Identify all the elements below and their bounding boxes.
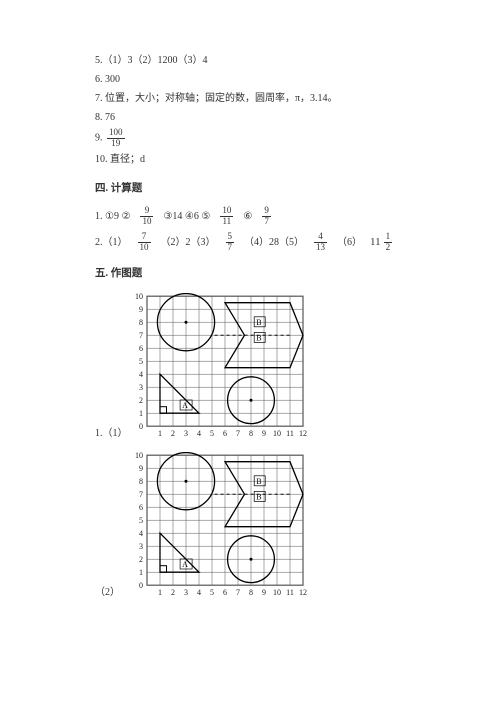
mixed-whole: 11 xyxy=(370,233,381,252)
svg-text:1: 1 xyxy=(158,588,162,597)
q2-p2: （2）2（3） xyxy=(161,234,216,251)
figure-2: 123456789101112012345678910ABB xyxy=(131,452,311,601)
svg-text:0: 0 xyxy=(139,422,143,431)
answer-8: 8. 76 xyxy=(95,109,405,126)
q1-frac6: 9 7 xyxy=(262,206,271,227)
svg-text:A: A xyxy=(182,560,188,569)
q2-mixed: 11 1 2 xyxy=(370,232,394,253)
fraction-den: 13 xyxy=(314,243,327,253)
answer-9: 9. 100 19 xyxy=(95,128,405,149)
calc-q2: 2.（1） 7 10 （2）2（3） 5 7 （4）28（5） 4 13 （6）… xyxy=(95,232,405,253)
fraction-num: 9 xyxy=(262,206,271,217)
svg-text:B: B xyxy=(256,333,261,342)
q1-part3: ⑥ xyxy=(243,208,252,225)
svg-text:4: 4 xyxy=(139,529,143,538)
figure-1-label: 1.（1） xyxy=(95,425,131,442)
calc-q1: 1. ①9 ② 9 10 ③14 ④6 ⑤ 10 11 ⑥ 9 7 xyxy=(95,206,405,227)
svg-text:11: 11 xyxy=(286,588,294,597)
svg-text:12: 12 xyxy=(299,429,307,438)
svg-text:9: 9 xyxy=(139,305,143,314)
q2-frac5: 4 13 xyxy=(314,232,327,253)
svg-text:2: 2 xyxy=(139,555,143,564)
fraction-den: 10 xyxy=(140,217,153,227)
svg-text:11: 11 xyxy=(286,429,294,438)
svg-text:2: 2 xyxy=(171,429,175,438)
svg-text:4: 4 xyxy=(139,370,143,379)
svg-text:8: 8 xyxy=(249,429,253,438)
q2-frac1: 7 10 xyxy=(138,232,151,253)
answer-10: 10. 直径；d xyxy=(95,151,405,168)
fraction-den: 2 xyxy=(384,243,393,253)
svg-text:1: 1 xyxy=(158,429,162,438)
svg-text:10: 10 xyxy=(273,429,281,438)
svg-text:8: 8 xyxy=(139,318,143,327)
svg-text:10: 10 xyxy=(135,293,143,301)
q2-frac3: 5 7 xyxy=(226,232,235,253)
fraction-den: 7 xyxy=(226,243,235,253)
section-5-title: 五. 作图题 xyxy=(95,265,405,283)
svg-text:9: 9 xyxy=(262,429,266,438)
svg-text:3: 3 xyxy=(139,383,143,392)
figure-2-label: （2） xyxy=(95,584,131,601)
svg-text:7: 7 xyxy=(139,331,143,340)
answer-5: 5.（1）3（2）1200（3）4 xyxy=(95,52,405,69)
svg-text:A: A xyxy=(182,401,188,410)
svg-text:4: 4 xyxy=(197,588,201,597)
figure-1: 123456789101112012345678910ABB xyxy=(131,293,311,442)
mixed-frac: 1 2 xyxy=(384,232,393,253)
svg-text:5: 5 xyxy=(139,516,143,525)
svg-text:1: 1 xyxy=(139,409,143,418)
fraction-den: 19 xyxy=(107,139,125,149)
svg-text:2: 2 xyxy=(171,588,175,597)
svg-text:0: 0 xyxy=(139,581,143,590)
fraction-num: 9 xyxy=(140,206,153,217)
svg-text:B: B xyxy=(256,318,261,327)
svg-text:2: 2 xyxy=(139,396,143,405)
svg-text:B: B xyxy=(256,493,261,502)
fraction-den: 10 xyxy=(138,243,151,253)
answer-6: 6. 300 xyxy=(95,71,405,88)
figure-2-row: （2） 123456789101112012345678910ABB xyxy=(95,452,405,601)
svg-text:8: 8 xyxy=(139,477,143,486)
svg-text:6: 6 xyxy=(139,344,143,353)
figure-1-row: 1.（1） 123456789101112012345678910ABB xyxy=(95,293,405,442)
svg-text:10: 10 xyxy=(135,452,143,460)
q1-part1: 1. ①9 ② xyxy=(95,208,130,225)
svg-text:9: 9 xyxy=(139,464,143,473)
svg-text:8: 8 xyxy=(249,588,253,597)
q2-p1: 2.（1） xyxy=(95,234,128,251)
q1-frac5: 10 11 xyxy=(220,206,233,227)
section-4-title: 四. 计算题 xyxy=(95,180,405,198)
answer-9-prefix: 9. xyxy=(95,133,103,144)
fraction-num: 10 xyxy=(220,206,233,217)
svg-text:6: 6 xyxy=(139,503,143,512)
svg-text:10: 10 xyxy=(273,588,281,597)
q1-frac2: 9 10 xyxy=(140,206,153,227)
svg-text:5: 5 xyxy=(210,588,214,597)
svg-text:7: 7 xyxy=(236,429,240,438)
svg-text:3: 3 xyxy=(139,542,143,551)
svg-text:6: 6 xyxy=(223,588,227,597)
svg-text:5: 5 xyxy=(210,429,214,438)
fraction-den: 11 xyxy=(220,217,233,227)
svg-text:3: 3 xyxy=(184,429,188,438)
svg-text:7: 7 xyxy=(236,588,240,597)
svg-text:5: 5 xyxy=(139,357,143,366)
svg-text:B: B xyxy=(256,477,261,486)
svg-text:3: 3 xyxy=(184,588,188,597)
svg-text:4: 4 xyxy=(197,429,201,438)
svg-text:12: 12 xyxy=(299,588,307,597)
fraction-den: 7 xyxy=(262,217,271,227)
q1-part2: ③14 ④6 ⑤ xyxy=(163,208,210,225)
q2-p4: （6） xyxy=(337,234,362,251)
svg-text:9: 9 xyxy=(262,588,266,597)
answer-7: 7. 位置，大小；对称轴；固定的数，圆周率，π，3.14。 xyxy=(95,90,405,107)
svg-text:1: 1 xyxy=(139,568,143,577)
q2-p3: （4）28（5） xyxy=(244,234,304,251)
answer-9-fraction: 100 19 xyxy=(107,128,125,149)
svg-text:6: 6 xyxy=(223,429,227,438)
svg-text:7: 7 xyxy=(139,490,143,499)
